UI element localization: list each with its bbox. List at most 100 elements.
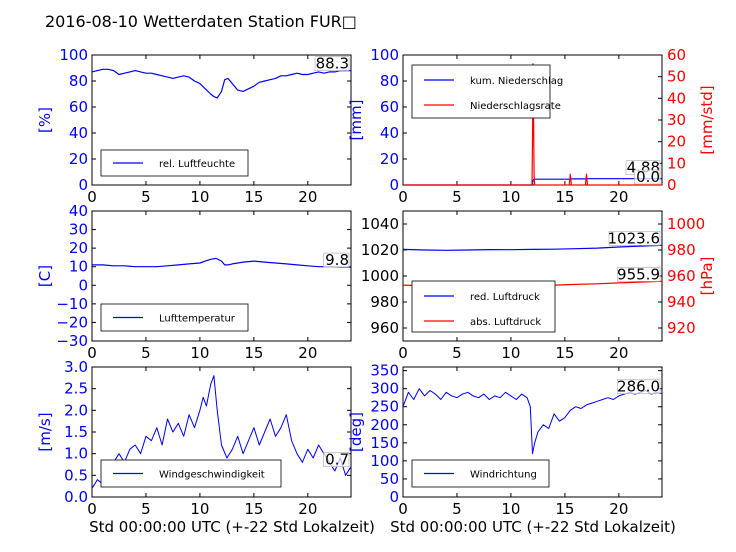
last-value-label: 9.8 xyxy=(325,251,349,269)
x-axis-label-right: Std 00:00:00 UTC (+-22 Std Lokalzeit) xyxy=(390,518,676,536)
y-tick-label: 960 xyxy=(370,319,399,337)
y-tick-label: −10 xyxy=(56,295,88,313)
x-tick-label: 0 xyxy=(398,500,408,518)
last-value-label: 1023.6 xyxy=(608,229,661,247)
y-tick-right-label: 20 xyxy=(667,133,686,151)
x-tick-label: 10 xyxy=(501,188,520,206)
y-tick-label: 10 xyxy=(69,258,88,276)
legend-label: red. Luftdruck xyxy=(470,292,540,303)
y-tick-label: 350 xyxy=(370,362,399,380)
y-tick-right-label: 1000 xyxy=(667,215,705,233)
y-axis-label: [mm] xyxy=(347,100,365,141)
legend-label: Lufttemperatur xyxy=(159,314,236,325)
y-tick-label: 150 xyxy=(370,434,399,452)
panel-4: 0 5 10 15 20 960 980 1000 1020 1040 920 940 960 980 10… xyxy=(361,210,716,362)
x-tick-label: 5 xyxy=(452,500,462,518)
value-box-right xyxy=(634,169,661,185)
y-tick-label: 20 xyxy=(69,239,88,257)
last-value-label: 0.7 xyxy=(325,451,349,469)
y-tick-label: 3.0 xyxy=(64,358,88,376)
y-tick-label: 2.5 xyxy=(64,380,88,398)
x-tick-label: 20 xyxy=(298,188,317,206)
figure-title: 2016-08-10 Wetterdaten Station FUR□ xyxy=(45,12,357,31)
x-tick-label: 10 xyxy=(190,188,209,206)
x-tick-label: 0 xyxy=(87,188,97,206)
legend-label: abs. Luftdruck xyxy=(470,317,541,328)
value-box xyxy=(617,379,661,395)
y-tick-label: 20 xyxy=(380,150,399,168)
y-tick-label: 0 xyxy=(78,176,88,194)
last-value-label: 286.0 xyxy=(617,378,660,396)
y-tick-label: 100 xyxy=(59,46,88,64)
series-line xyxy=(403,63,662,186)
value-box xyxy=(323,452,350,467)
y-tick-label: 2.0 xyxy=(64,401,88,419)
y-tick-right-label: 920 xyxy=(667,319,696,337)
legend-label: Windrichtung xyxy=(470,470,537,481)
y-axis-label-right: [hPa] xyxy=(698,257,716,296)
y-tick-right-label: 50 xyxy=(667,68,686,86)
y-axis-label: [m/s] xyxy=(36,412,54,451)
legend: Lufttemperatur xyxy=(100,303,249,332)
series-line xyxy=(91,375,352,489)
y-tick-label: 100 xyxy=(370,46,399,64)
y-tick-right-label: 960 xyxy=(667,267,696,285)
series-line xyxy=(402,244,663,251)
x-tick-label: 20 xyxy=(609,344,628,362)
panel-5: 0 5 10 15 20 0.0 0.5 1.0 1.5 2.0 2.5 3.0 [m/s] 0.7 Win… xyxy=(36,358,352,518)
value-box-right xyxy=(617,267,661,282)
legend: Windgeschwindigkeit xyxy=(100,459,282,488)
y-tick-right-label: 40 xyxy=(667,89,686,107)
legend: rel. Luftfeuchte xyxy=(100,149,249,177)
x-tick-label: 10 xyxy=(190,344,209,362)
y-tick-right-label: 10 xyxy=(667,154,686,172)
y-tick-right-label: 0 xyxy=(667,176,677,194)
panel-3: 0 5 10 15 20−30−20−10010203040[C]9.8Lufttemp… xyxy=(36,202,352,362)
y-tick-label: 40 xyxy=(69,202,88,220)
y-axis-label: [%] xyxy=(36,107,54,133)
x-tick-label: 10 xyxy=(190,500,209,518)
y-tick-label: 50 xyxy=(380,470,399,488)
x-tick-label: 0 xyxy=(87,500,97,518)
x-tick-label: 20 xyxy=(298,500,317,518)
y-tick-label: 1.5 xyxy=(64,423,88,441)
legend: Windrichtung xyxy=(411,459,550,488)
value-box xyxy=(323,252,350,268)
y-tick-label: 250 xyxy=(370,398,399,416)
y-axis-label-right: [mm/std] xyxy=(698,85,716,154)
y-tick-label: 20 xyxy=(69,150,88,168)
y-tick-label: 1040 xyxy=(361,215,399,233)
y-tick-label: 0 xyxy=(389,488,399,506)
legend-label: Windgeschwindigkeit xyxy=(159,470,265,481)
x-tick-label: 5 xyxy=(141,500,151,518)
x-tick-label: 20 xyxy=(609,188,628,206)
x-tick-label: 5 xyxy=(141,188,151,206)
series-line xyxy=(91,68,351,99)
y-tick-label: 80 xyxy=(69,72,88,90)
x-tick-label: 0 xyxy=(87,344,97,362)
series-line xyxy=(402,388,663,455)
legend-label: Niederschlagsrate xyxy=(470,101,561,112)
y-tick-label: 40 xyxy=(69,124,88,142)
x-tick-label: 10 xyxy=(501,500,520,518)
y-tick-right-label: 980 xyxy=(667,241,696,259)
y-tick-label: 0 xyxy=(389,176,399,194)
x-tick-label: 20 xyxy=(298,344,317,362)
y-tick-label: 0.5 xyxy=(64,466,88,484)
value-box xyxy=(314,56,350,71)
y-tick-label: 40 xyxy=(380,124,399,142)
y-tick-label: 60 xyxy=(69,98,88,116)
y-tick-label: 30 xyxy=(69,221,88,239)
y-axis-label: [deg] xyxy=(347,412,365,452)
x-tick-label: 5 xyxy=(452,344,462,362)
legend-label: kum. Niederschlag xyxy=(470,76,563,87)
y-tick-label: 300 xyxy=(370,380,399,398)
x-tick-label: 0 xyxy=(398,344,408,362)
last-value-label: 88.3 xyxy=(316,55,349,73)
x-tick-label: 15 xyxy=(555,188,574,206)
y-tick-label: 100 xyxy=(370,452,399,470)
legend-box xyxy=(411,280,556,333)
y-tick-label: 1.0 xyxy=(64,445,88,463)
y-tick-label: 980 xyxy=(370,293,399,311)
